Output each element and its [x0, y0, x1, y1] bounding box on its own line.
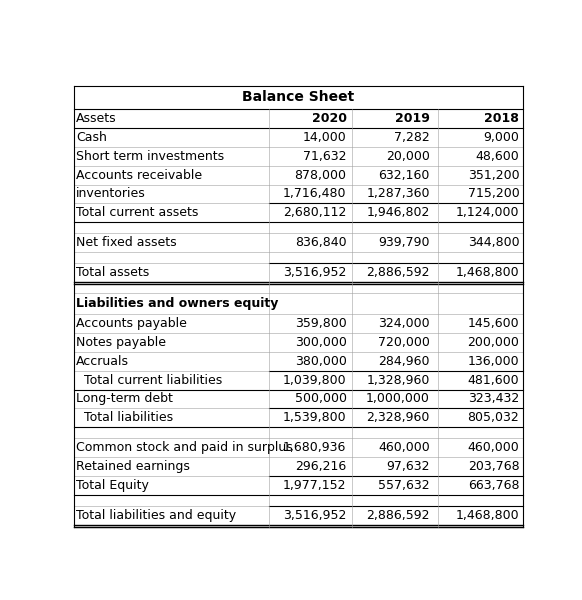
Text: 145,600: 145,600 [468, 317, 519, 330]
Text: 720,000: 720,000 [378, 336, 430, 349]
Text: 200,000: 200,000 [467, 336, 519, 349]
Text: 48,600: 48,600 [475, 150, 519, 163]
Text: Liabilities and owners equity: Liabilities and owners equity [76, 297, 278, 310]
Text: 14,000: 14,000 [303, 131, 346, 144]
Text: 380,000: 380,000 [294, 355, 346, 368]
Text: 296,216: 296,216 [295, 460, 346, 473]
Text: Total Equity: Total Equity [76, 479, 149, 492]
Text: 3,516,952: 3,516,952 [283, 509, 346, 522]
Text: 1,680,936: 1,680,936 [283, 441, 346, 454]
Text: 836,840: 836,840 [295, 236, 346, 249]
Text: Retained earnings: Retained earnings [76, 460, 190, 473]
Text: 2,328,960: 2,328,960 [367, 412, 430, 424]
Text: Balance Sheet: Balance Sheet [242, 91, 354, 104]
Text: 1,977,152: 1,977,152 [283, 479, 346, 492]
Text: Net fixed assets: Net fixed assets [76, 236, 176, 249]
Text: inventories: inventories [76, 187, 146, 200]
Text: 1,124,000: 1,124,000 [456, 206, 519, 219]
Text: Accruals: Accruals [76, 355, 129, 368]
Text: 663,768: 663,768 [468, 479, 519, 492]
Text: Total current assets: Total current assets [76, 206, 198, 219]
Text: Cash: Cash [76, 131, 107, 144]
Text: 632,160: 632,160 [379, 169, 430, 182]
Text: 344,800: 344,800 [468, 236, 519, 249]
Text: 97,632: 97,632 [386, 460, 430, 473]
Text: Notes payable: Notes payable [76, 336, 166, 349]
Text: 324,000: 324,000 [378, 317, 430, 330]
Text: Total assets: Total assets [76, 266, 149, 279]
Text: Accounts payable: Accounts payable [76, 317, 187, 330]
Text: 2019: 2019 [395, 112, 430, 125]
Text: 71,632: 71,632 [303, 150, 346, 163]
Text: 2,886,592: 2,886,592 [367, 266, 430, 279]
Text: 203,768: 203,768 [468, 460, 519, 473]
Text: 1,946,802: 1,946,802 [367, 206, 430, 219]
Text: Total liabilities: Total liabilities [84, 412, 173, 424]
Text: 460,000: 460,000 [467, 441, 519, 454]
Text: 1,468,800: 1,468,800 [456, 266, 519, 279]
Text: 715,200: 715,200 [467, 187, 519, 200]
Text: 20,000: 20,000 [386, 150, 430, 163]
Text: 500,000: 500,000 [294, 392, 346, 406]
Text: 359,800: 359,800 [295, 317, 346, 330]
Text: 1,039,800: 1,039,800 [283, 374, 346, 386]
Text: 284,960: 284,960 [378, 355, 430, 368]
Text: 3,516,952: 3,516,952 [283, 266, 346, 279]
Text: Assets: Assets [76, 112, 116, 125]
Text: 2020: 2020 [311, 112, 346, 125]
Text: 7,282: 7,282 [394, 131, 430, 144]
Text: 1,287,360: 1,287,360 [367, 187, 430, 200]
Text: 557,632: 557,632 [378, 479, 430, 492]
Text: 2018: 2018 [484, 112, 519, 125]
Text: Accounts receivable: Accounts receivable [76, 169, 202, 182]
Text: 351,200: 351,200 [468, 169, 519, 182]
Text: Common stock and paid in surplus: Common stock and paid in surplus [76, 441, 293, 454]
Text: 300,000: 300,000 [294, 336, 346, 349]
Text: 136,000: 136,000 [468, 355, 519, 368]
Text: 1,000,000: 1,000,000 [366, 392, 430, 406]
Text: 939,790: 939,790 [378, 236, 430, 249]
Text: 2,680,112: 2,680,112 [283, 206, 346, 219]
Text: 1,716,480: 1,716,480 [283, 187, 346, 200]
Text: Short term investments: Short term investments [76, 150, 224, 163]
Text: 1,468,800: 1,468,800 [456, 509, 519, 522]
Text: 9,000: 9,000 [484, 131, 519, 144]
Text: Long-term debt: Long-term debt [76, 392, 173, 406]
Text: 1,539,800: 1,539,800 [283, 412, 346, 424]
Text: 1,328,960: 1,328,960 [367, 374, 430, 386]
Text: 878,000: 878,000 [294, 169, 346, 182]
Text: 323,432: 323,432 [468, 392, 519, 406]
Text: 460,000: 460,000 [378, 441, 430, 454]
Text: Total current liabilities: Total current liabilities [84, 374, 222, 386]
Text: Total liabilities and equity: Total liabilities and equity [76, 509, 236, 522]
Text: 805,032: 805,032 [467, 412, 519, 424]
Text: 481,600: 481,600 [468, 374, 519, 386]
Text: 2,886,592: 2,886,592 [367, 509, 430, 522]
